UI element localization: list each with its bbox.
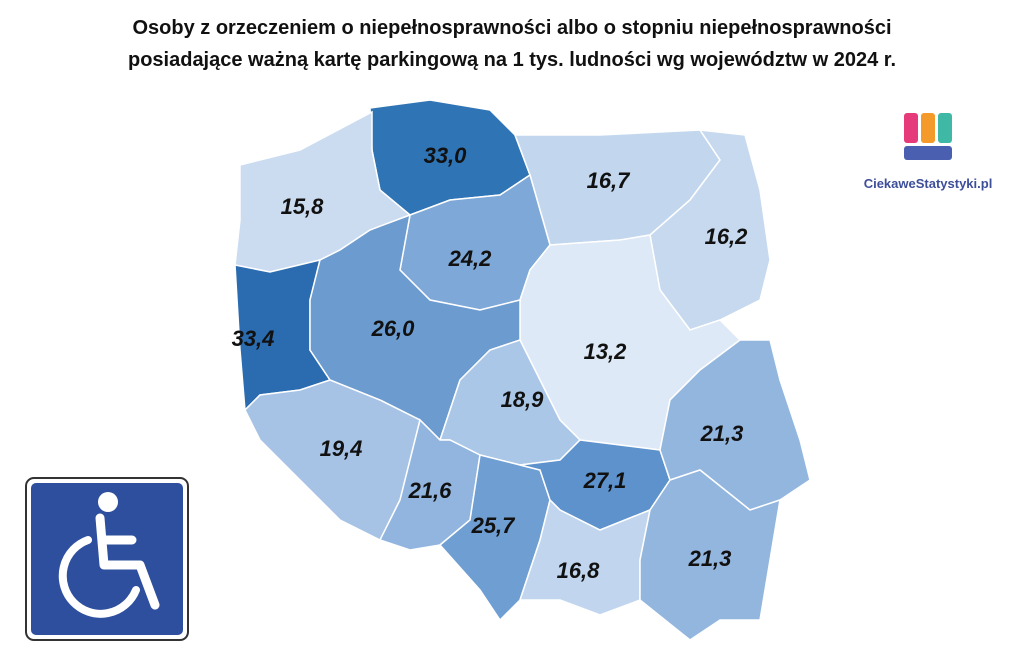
logo-bar <box>904 146 952 160</box>
logo-text: CiekaweStatystyki.pl <box>864 176 993 191</box>
title-line: posiadające ważną kartę parkingową na 1 … <box>128 49 896 71</box>
region-value-label: 33,4 <box>232 326 275 351</box>
region-value-label: 16,2 <box>705 224 749 249</box>
region-value-label: 21,6 <box>408 478 453 503</box>
title-line: Osoby z orzeczeniem o niepełnosprawności… <box>132 17 891 39</box>
sign-head <box>98 492 118 512</box>
logo-bar <box>938 113 952 143</box>
region-value-label: 16,7 <box>587 168 632 193</box>
wheelchair-sign <box>25 477 189 641</box>
region-value-label: 18,9 <box>501 387 545 412</box>
region-value-label: 19,4 <box>320 436 363 461</box>
region-value-label: 21,3 <box>688 546 732 571</box>
logo-bar <box>904 113 918 143</box>
region-value-label: 33,0 <box>424 143 468 168</box>
logo: CiekaweStatystyki.pl <box>864 113 993 191</box>
region-value-label: 26,0 <box>371 316 416 341</box>
sign-body <box>95 513 160 610</box>
region <box>639 469 781 641</box>
region-value-label: 16,8 <box>557 558 601 583</box>
logo-bar <box>921 113 935 143</box>
map: 33,0 15,8 16,7 16,2 24,2 13,2 33,4 26,0 18,9 19,4… <box>232 99 811 641</box>
region-value-label: 15,8 <box>281 194 325 219</box>
region-value-label: 13,2 <box>584 339 628 364</box>
region-value-label: 24,2 <box>448 246 493 271</box>
region-value-label: 21,3 <box>700 421 744 446</box>
region-value-label: 25,7 <box>471 513 517 538</box>
sign-wheel <box>58 536 140 618</box>
region-value-label: 27,1 <box>583 468 627 493</box>
